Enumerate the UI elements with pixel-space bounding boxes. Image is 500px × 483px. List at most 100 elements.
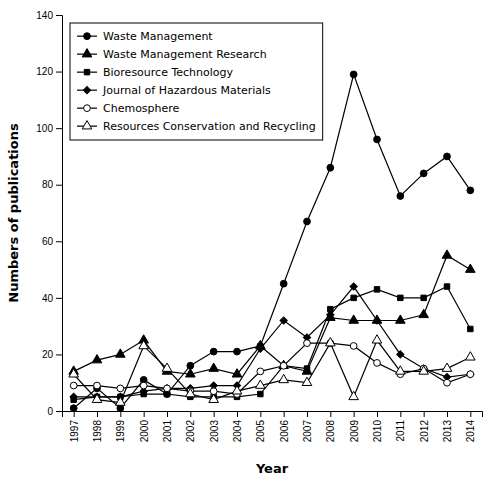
- series-marker: [280, 280, 287, 287]
- x-tick: 1998: [92, 411, 103, 442]
- y-tick-label: 80: [42, 179, 54, 190]
- x-axis-line: [63, 412, 483, 418]
- x-tick-mark: [307, 411, 308, 417]
- series-marker: [420, 170, 427, 177]
- y-tick: 120: [36, 66, 62, 77]
- series-marker: [302, 366, 312, 374]
- series: [69, 335, 475, 406]
- series-line: [74, 74, 471, 408]
- series-line: [74, 255, 471, 374]
- x-tick-label: 2004: [232, 420, 243, 443]
- x-tick-mark: [120, 411, 121, 417]
- x-axis: 1997 1998 1999 2000 2001 2002 2003 2004 2005 2006…: [63, 411, 483, 442]
- series-marker: [92, 355, 102, 363]
- legend-item: Bioresource Technology: [77, 66, 234, 79]
- x-tick-mark: [260, 411, 261, 417]
- y-tick-label: 140: [36, 10, 53, 21]
- series-marker: [398, 295, 403, 300]
- series-marker: [396, 366, 406, 374]
- series-marker: [349, 391, 359, 399]
- x-tick-mark: [167, 411, 168, 417]
- x-tick-label: 1999: [115, 420, 126, 443]
- legend-item: Waste Management Research: [77, 48, 267, 61]
- series-marker: [186, 388, 196, 396]
- y-tick: 60: [42, 236, 62, 247]
- series-marker: [373, 317, 380, 324]
- x-tick: 2005: [255, 411, 266, 442]
- y-tick-mark: [56, 411, 62, 412]
- y-tick-label: 40: [42, 293, 54, 304]
- series-marker: [280, 317, 287, 324]
- y-tick: 80: [42, 179, 62, 190]
- x-tick: 2014: [465, 411, 476, 442]
- series-marker: [374, 360, 381, 367]
- legend-label: Resources Conservation and Recycling: [103, 120, 316, 133]
- x-tick-mark: [97, 411, 98, 417]
- y-axis-title: Numbers of publications: [6, 123, 21, 303]
- x-tick-label: 1997: [69, 420, 80, 443]
- series-marker: [442, 363, 452, 371]
- legend-label: Waste Management Research: [103, 48, 267, 61]
- x-tick: 2000: [139, 411, 150, 442]
- y-tick: 40: [42, 293, 62, 304]
- x-tick-mark: [74, 411, 75, 417]
- series-marker: [372, 335, 382, 343]
- x-tick-mark: [237, 411, 238, 417]
- x-tick-label: 2000: [139, 420, 150, 443]
- series-marker: [326, 338, 336, 346]
- series-marker: [302, 377, 312, 385]
- legend-symbol: [84, 69, 89, 74]
- x-tick-mark: [144, 411, 145, 417]
- chart: 1997199819992000200120022003200420052006…: [0, 0, 500, 483]
- series-marker: [442, 250, 452, 258]
- series-marker: [327, 164, 334, 171]
- series-marker: [397, 351, 404, 358]
- series-marker: [234, 348, 241, 355]
- series-marker: [186, 369, 196, 377]
- x-tick-mark: [470, 411, 471, 417]
- x-tick-label: 2014: [465, 420, 476, 443]
- series-marker: [140, 382, 147, 389]
- x-tick-mark: [377, 411, 378, 417]
- legend-label: Waste Management: [103, 30, 213, 43]
- x-tick-label: 2006: [279, 420, 290, 443]
- y-tick-label: 0: [47, 406, 53, 417]
- series-marker: [117, 385, 124, 392]
- x-axis-title: Year: [255, 461, 289, 476]
- x-tick-label: 2003: [209, 420, 220, 443]
- series-marker: [350, 343, 357, 350]
- series-marker: [70, 393, 77, 400]
- x-tick-mark: [400, 411, 401, 417]
- series: [71, 284, 473, 403]
- series-marker: [209, 363, 219, 371]
- series-marker: [444, 379, 451, 386]
- series-marker: [256, 380, 266, 388]
- series-marker: [467, 371, 474, 378]
- x-tick: 1997: [69, 411, 80, 442]
- series-marker: [466, 264, 476, 272]
- x-tick-mark: [214, 411, 215, 417]
- x-tick-label: 2002: [185, 420, 196, 443]
- x-tick-label: 2013: [442, 420, 453, 443]
- series-marker: [444, 153, 451, 160]
- series-marker: [467, 371, 474, 378]
- series-marker: [164, 385, 171, 392]
- series-marker: [232, 386, 242, 394]
- legend-symbol: [82, 49, 92, 57]
- y-tick: 100: [36, 123, 62, 134]
- x-tick: 2010: [372, 411, 383, 442]
- series: [70, 340, 473, 398]
- x-tick: 2013: [442, 411, 453, 442]
- plot-area: [69, 71, 475, 411]
- series-marker: [374, 136, 381, 143]
- x-tick: 2004: [232, 411, 243, 442]
- series-marker: [466, 352, 476, 360]
- legend-items: Waste Management Waste Management Researc…: [77, 30, 316, 133]
- legend-symbol: [83, 87, 90, 94]
- series-marker: [162, 363, 172, 371]
- legend-item: Resources Conservation and Recycling: [77, 120, 316, 133]
- series-marker: [419, 366, 429, 374]
- y-tick-label: 20: [42, 349, 54, 360]
- series-line: [74, 340, 471, 402]
- x-tick: 2001: [162, 411, 173, 442]
